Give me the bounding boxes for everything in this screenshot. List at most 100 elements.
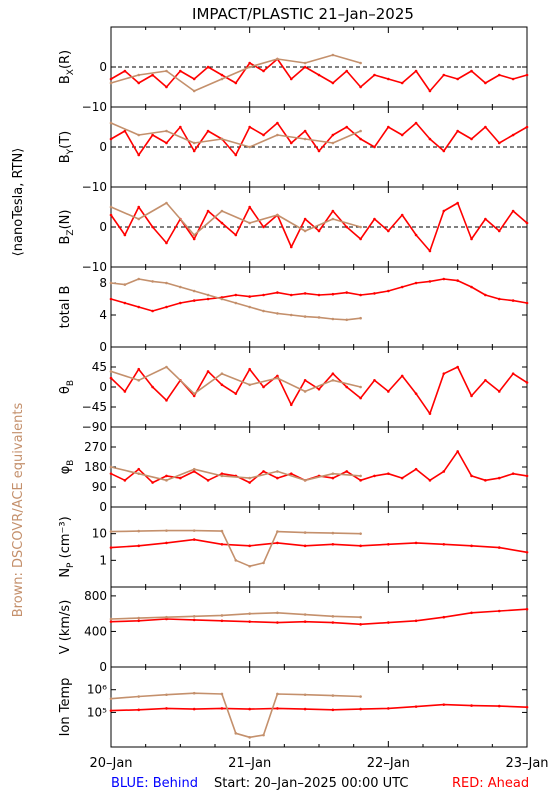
- temp-point-ahead: [192, 707, 196, 711]
- phi-point-ahead: [470, 474, 473, 478]
- bz-point-ahead: [414, 233, 418, 237]
- x-tick-label: 21–Jan: [228, 756, 271, 771]
- btot-point-ahead: [359, 293, 362, 297]
- by-point-ahead: [345, 125, 349, 129]
- btot-point-equivalent: [317, 316, 321, 319]
- btot-point-ahead: [511, 299, 515, 302]
- temp-point-equivalent: [331, 694, 335, 697]
- theta-point-ahead: [414, 392, 418, 395]
- v-ytick-label: 0: [99, 660, 107, 674]
- v-point-ahead: [331, 621, 335, 624]
- bz-point-ahead: [262, 225, 265, 229]
- by-point-equivalent: [276, 133, 279, 137]
- btot-point-ahead: [317, 293, 321, 297]
- np-point-ahead: [525, 551, 529, 554]
- theta-point-ahead: [248, 367, 251, 371]
- bx-point-ahead: [303, 65, 307, 69]
- temp-series-equivalent: [110, 692, 361, 739]
- bx-point-ahead: [234, 81, 238, 85]
- panel-phi: 270 180 90 0 φB: [58, 426, 529, 514]
- v-frame: [110, 586, 528, 668]
- btot-point-ahead: [179, 301, 182, 305]
- phi-point-ahead: [276, 476, 279, 480]
- bz-point-ahead: [303, 217, 307, 221]
- temp-point-equivalent: [276, 692, 279, 696]
- bx-point-ahead: [331, 81, 335, 85]
- btot-point-equivalent: [248, 305, 251, 309]
- btot-point-ahead: [123, 301, 127, 305]
- btot-series-equivalent: [110, 278, 361, 321]
- np-point-equivalent: [234, 559, 238, 562]
- btot-point-equivalent: [109, 281, 113, 285]
- phi-point-ahead: [109, 472, 113, 475]
- by-point-ahead: [428, 137, 432, 141]
- bx-point-ahead: [400, 81, 404, 85]
- bz-point-ahead: [109, 213, 113, 217]
- by-point-ahead: [414, 121, 418, 125]
- theta-point-ahead: [289, 403, 293, 407]
- np-point-ahead: [276, 541, 279, 545]
- np-point-ahead: [303, 544, 307, 548]
- phi-point-ahead: [387, 472, 390, 475]
- temp-axis-label: Ion Temp: [58, 678, 73, 737]
- btot-point-equivalent: [289, 313, 293, 317]
- temp-point-ahead: [303, 707, 307, 711]
- bx-series-equivalent: [110, 54, 361, 92]
- bx-point-equivalent: [165, 69, 168, 73]
- btot-point-ahead: [470, 285, 473, 289]
- bx-point-ahead: [470, 69, 473, 73]
- phi-point-ahead: [206, 479, 210, 482]
- theta-point-ahead: [276, 374, 279, 378]
- theta-point-ahead: [497, 390, 501, 393]
- phi-ytick-label: 270: [84, 440, 107, 454]
- bz-point-ahead: [456, 201, 459, 205]
- bz-point-equivalent: [303, 229, 307, 233]
- theta-point-ahead: [109, 376, 113, 380]
- phi-point-ahead: [165, 474, 168, 478]
- v-point-equivalent: [220, 614, 224, 617]
- theta-axis-label: θB: [58, 380, 76, 394]
- phi-point-ahead: [359, 479, 362, 482]
- btot-point-ahead: [414, 281, 418, 285]
- by-point-ahead: [511, 133, 515, 137]
- np-point-ahead: [497, 546, 501, 549]
- btot-point-ahead: [428, 280, 432, 283]
- btot-point-ahead: [192, 299, 196, 302]
- by-point-equivalent: [359, 129, 362, 133]
- np-point-ahead: [331, 542, 335, 546]
- by-point-ahead: [123, 129, 127, 133]
- theta-point-equivalent: [192, 392, 196, 395]
- bx-point-equivalent: [137, 73, 141, 77]
- np-point-equivalent: [192, 529, 196, 532]
- v-point-ahead: [414, 619, 418, 623]
- phi-point-equivalent: [109, 465, 113, 469]
- temp-point-equivalent: [192, 691, 196, 695]
- bx-point-ahead: [497, 73, 501, 77]
- bz-point-ahead: [248, 205, 251, 209]
- by-point-ahead: [484, 125, 487, 129]
- theta-point-ahead: [400, 374, 404, 378]
- btot-point-ahead: [262, 293, 265, 297]
- phi-point-equivalent: [248, 476, 251, 480]
- bx-point-equivalent: [359, 61, 362, 65]
- btot-point-ahead: [137, 305, 141, 309]
- btot-frame: [110, 266, 528, 348]
- theta-point-ahead: [303, 379, 307, 382]
- theta-point-ahead: [151, 385, 154, 389]
- theta-point-equivalent: [109, 370, 113, 373]
- btot-axis-label: total B: [58, 286, 73, 329]
- bx-point-ahead: [456, 77, 459, 81]
- theta-point-ahead: [511, 372, 515, 375]
- phi-point-ahead: [484, 479, 487, 482]
- v-point-ahead: [442, 615, 446, 619]
- btot-point-equivalent: [262, 309, 265, 313]
- panel-bz: 0 −10 BZ(N): [58, 186, 529, 274]
- np-point-equivalent: [262, 561, 265, 565]
- bz-ytick-label: −10: [82, 260, 107, 274]
- v-point-equivalent: [165, 615, 168, 619]
- np-point-ahead: [470, 544, 473, 548]
- theta-point-ahead: [331, 372, 335, 375]
- theta-point-ahead: [317, 387, 321, 391]
- btot-point-equivalent: [220, 297, 224, 301]
